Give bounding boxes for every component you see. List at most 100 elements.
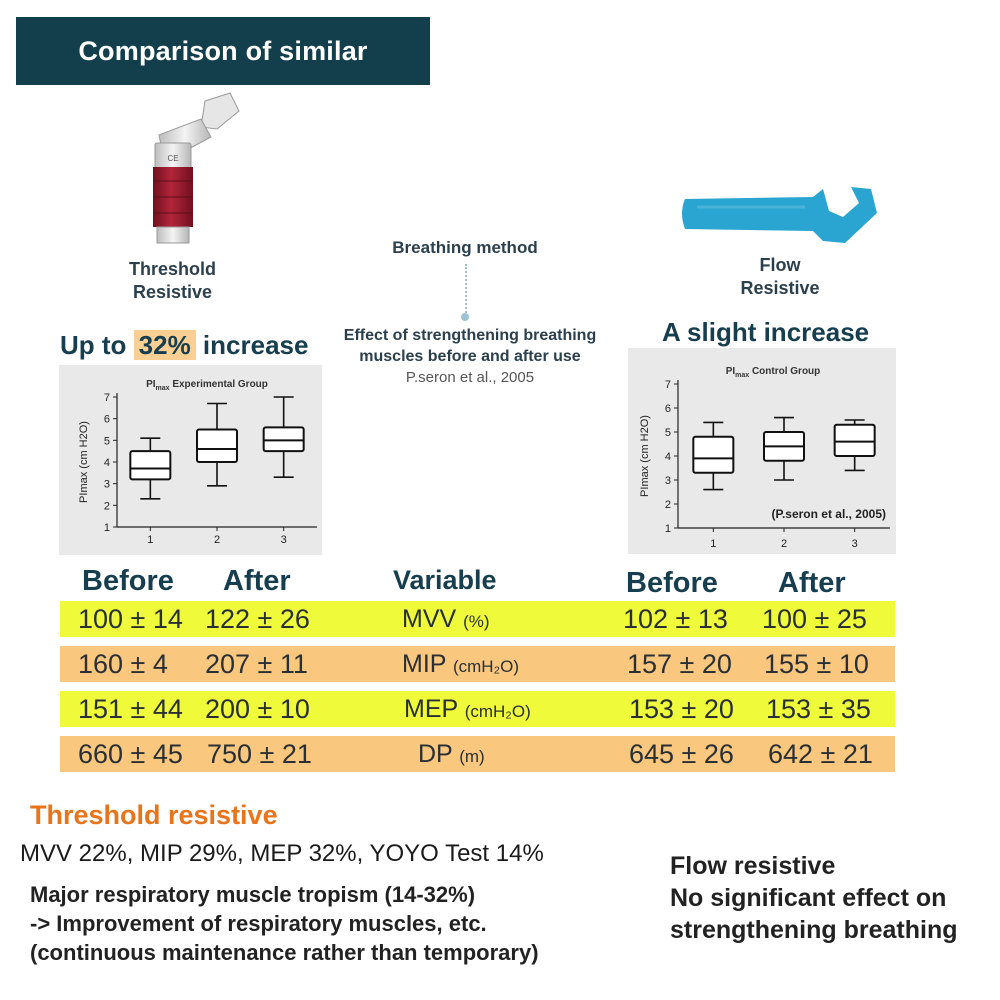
study-description-line1: Effect of strengthening breathing — [343, 327, 597, 344]
x-tick-label: 2 — [214, 534, 220, 546]
y-tick-label: 5 — [104, 435, 110, 447]
threshold-notes-line2: -> Improvement of respiratory muscles, e… — [30, 911, 487, 936]
variable-name: MVV (%) — [402, 601, 490, 640]
box — [833, 423, 876, 458]
flow-notes-line3: strengthening breathing — [670, 916, 958, 944]
threshold-notes-title: Threshold resistive — [30, 800, 278, 830]
y-tick-label: 7 — [665, 379, 671, 391]
y-tick-label: 2 — [665, 499, 671, 511]
breathing-method-heading: Breathing method — [392, 238, 538, 257]
flow-notes-line2: No significant effect on — [670, 884, 947, 912]
threshold-resistive-label: Threshold Resistive — [110, 258, 235, 304]
after-value-left: 122 ± 26 — [205, 604, 310, 634]
after-value-left: 750 ± 21 — [207, 739, 312, 769]
y-tick-label: 4 — [665, 451, 671, 463]
page-title: Comparison of similar products — [16, 17, 430, 134]
before-value-left: 100 ± 14 — [78, 604, 183, 634]
y-tick-label: 5 — [665, 427, 671, 439]
header-before-left: Before — [82, 565, 174, 597]
threshold-notes-line1: Major respiratory muscle tropism (14-32%… — [30, 882, 476, 907]
variable-label: MVV — [402, 605, 457, 633]
after-value-left: 207 ± 11 — [205, 649, 308, 679]
y-axis-label: PImax (cm H2O) — [78, 421, 90, 503]
variable-unit: (cmH₂O) — [464, 702, 531, 721]
after-value-right: 153 ± 35 — [766, 694, 871, 724]
experimental-group-chart: PImax Experimental Group 1 2 3 4 5 6 7 PImax (cm… — [59, 365, 322, 555]
x-tick-label: 1 — [710, 538, 716, 550]
after-value-right: 155 ± 10 — [764, 649, 869, 679]
after-value-left: 200 ± 10 — [205, 694, 310, 724]
y-tick-label: 3 — [665, 475, 671, 487]
y-tick-label: 1 — [665, 523, 671, 535]
after-value-right: 100 ± 25 — [762, 604, 867, 634]
connector-line — [465, 264, 467, 316]
flow-label-line1: Flow — [759, 255, 801, 275]
box — [196, 428, 238, 463]
right-headline: A slight increase — [662, 317, 870, 347]
table-row: 100 ± 14 122 ± 26 MVV (%) 102 ± 13 100 ±… — [60, 601, 895, 637]
header-after-left: After — [223, 565, 291, 597]
y-tick-label: 2 — [104, 500, 110, 512]
y-tick-label: 7 — [104, 392, 110, 404]
control-group-chart: PImax Control Group 1 2 3 4 5 6 7 PImax (cm H2O)… — [628, 348, 896, 554]
threshold-label-line1: Threshold — [128, 259, 216, 279]
study-description: Effect of strengthening breathing muscle… — [320, 325, 620, 367]
before-value-left: 151 ± 44 — [78, 694, 183, 724]
flow-resistive-label: Flow Resistive — [720, 254, 840, 300]
header-after-right: After — [778, 567, 846, 599]
flow-label-line2: Resistive — [740, 278, 820, 298]
variable-name: DP (m) — [418, 736, 485, 775]
before-value-left: 660 ± 45 — [78, 739, 183, 769]
left-headline-prefix: Up to — [60, 330, 134, 360]
before-value-right: 645 ± 26 — [629, 739, 734, 769]
box — [129, 450, 172, 481]
x-tick-label: 2 — [781, 538, 787, 550]
threshold-notes-body: Major respiratory muscle tropism (14-32%… — [30, 880, 539, 967]
left-headline: Up to 32% increase — [60, 330, 308, 361]
flow-notes-line1: Flow resistive — [670, 852, 836, 880]
box — [692, 435, 735, 474]
header-before-right: Before — [626, 567, 718, 599]
chart-annotation: (P.seron et al., 2005) — [771, 507, 886, 521]
variable-unit: (%) — [463, 612, 490, 631]
y-tick-label: 3 — [104, 479, 110, 491]
threshold-notes-stats: MVV 22%, MIP 29%, MEP 32%, YOYO Test 14% — [20, 840, 544, 867]
before-value-right: 102 ± 13 — [623, 604, 728, 634]
table-row: 660 ± 45 750 ± 21 DP (m) 645 ± 26 642 ± … — [60, 736, 895, 772]
variable-unit: (m) — [459, 747, 485, 766]
left-headline-highlight: 32% — [133, 330, 196, 360]
chart-title: PImax Experimental Group — [146, 379, 268, 392]
x-tick-label: 3 — [852, 538, 858, 550]
threshold-label-line2: Resistive — [132, 282, 213, 302]
before-value-right: 157 ± 20 — [627, 649, 732, 679]
table-row: 151 ± 44 200 ± 10 MEP (cmH₂O) 153 ± 20 1… — [60, 691, 895, 727]
x-tick-label: 3 — [281, 534, 287, 546]
y-tick-label: 4 — [104, 457, 110, 469]
after-value-right: 642 ± 21 — [768, 739, 873, 769]
left-headline-suffix: increase — [195, 330, 309, 360]
variable-label: DP — [418, 740, 453, 768]
study-citation: P.seron et al., 2005 — [405, 369, 535, 386]
y-tick-label: 1 — [104, 522, 110, 534]
header-variable: Variable — [393, 565, 497, 595]
before-value-right: 153 ± 20 — [629, 694, 734, 724]
chart-title: PImax Control Group — [726, 366, 821, 379]
before-value-left: 160 ± 4 — [78, 649, 168, 679]
variable-label: MEP — [404, 695, 458, 723]
x-tick-label: 1 — [147, 534, 153, 546]
variable-name: MEP (cmH₂O) — [404, 691, 531, 730]
study-description-line2: muscles before and after use — [359, 348, 581, 365]
device-marking: CE — [167, 154, 178, 163]
box — [262, 426, 305, 453]
flow-device-image — [675, 185, 880, 245]
variable-name: MIP (cmH₂O) — [402, 646, 519, 685]
y-tick-label: 6 — [104, 414, 110, 426]
variable-label: MIP — [402, 650, 446, 678]
threshold-notes-line3: (continuous maintenance rather than temp… — [30, 940, 539, 965]
connector-dot — [461, 313, 469, 321]
threshold-device-image: CE — [135, 85, 245, 260]
table-row: 160 ± 4 207 ± 11 MIP (cmH₂O) 157 ± 20 15… — [60, 646, 895, 682]
y-axis-label: PImax (cm H2O) — [639, 415, 651, 497]
variable-unit: (cmH₂O) — [452, 657, 520, 676]
y-tick-label: 6 — [665, 403, 671, 415]
